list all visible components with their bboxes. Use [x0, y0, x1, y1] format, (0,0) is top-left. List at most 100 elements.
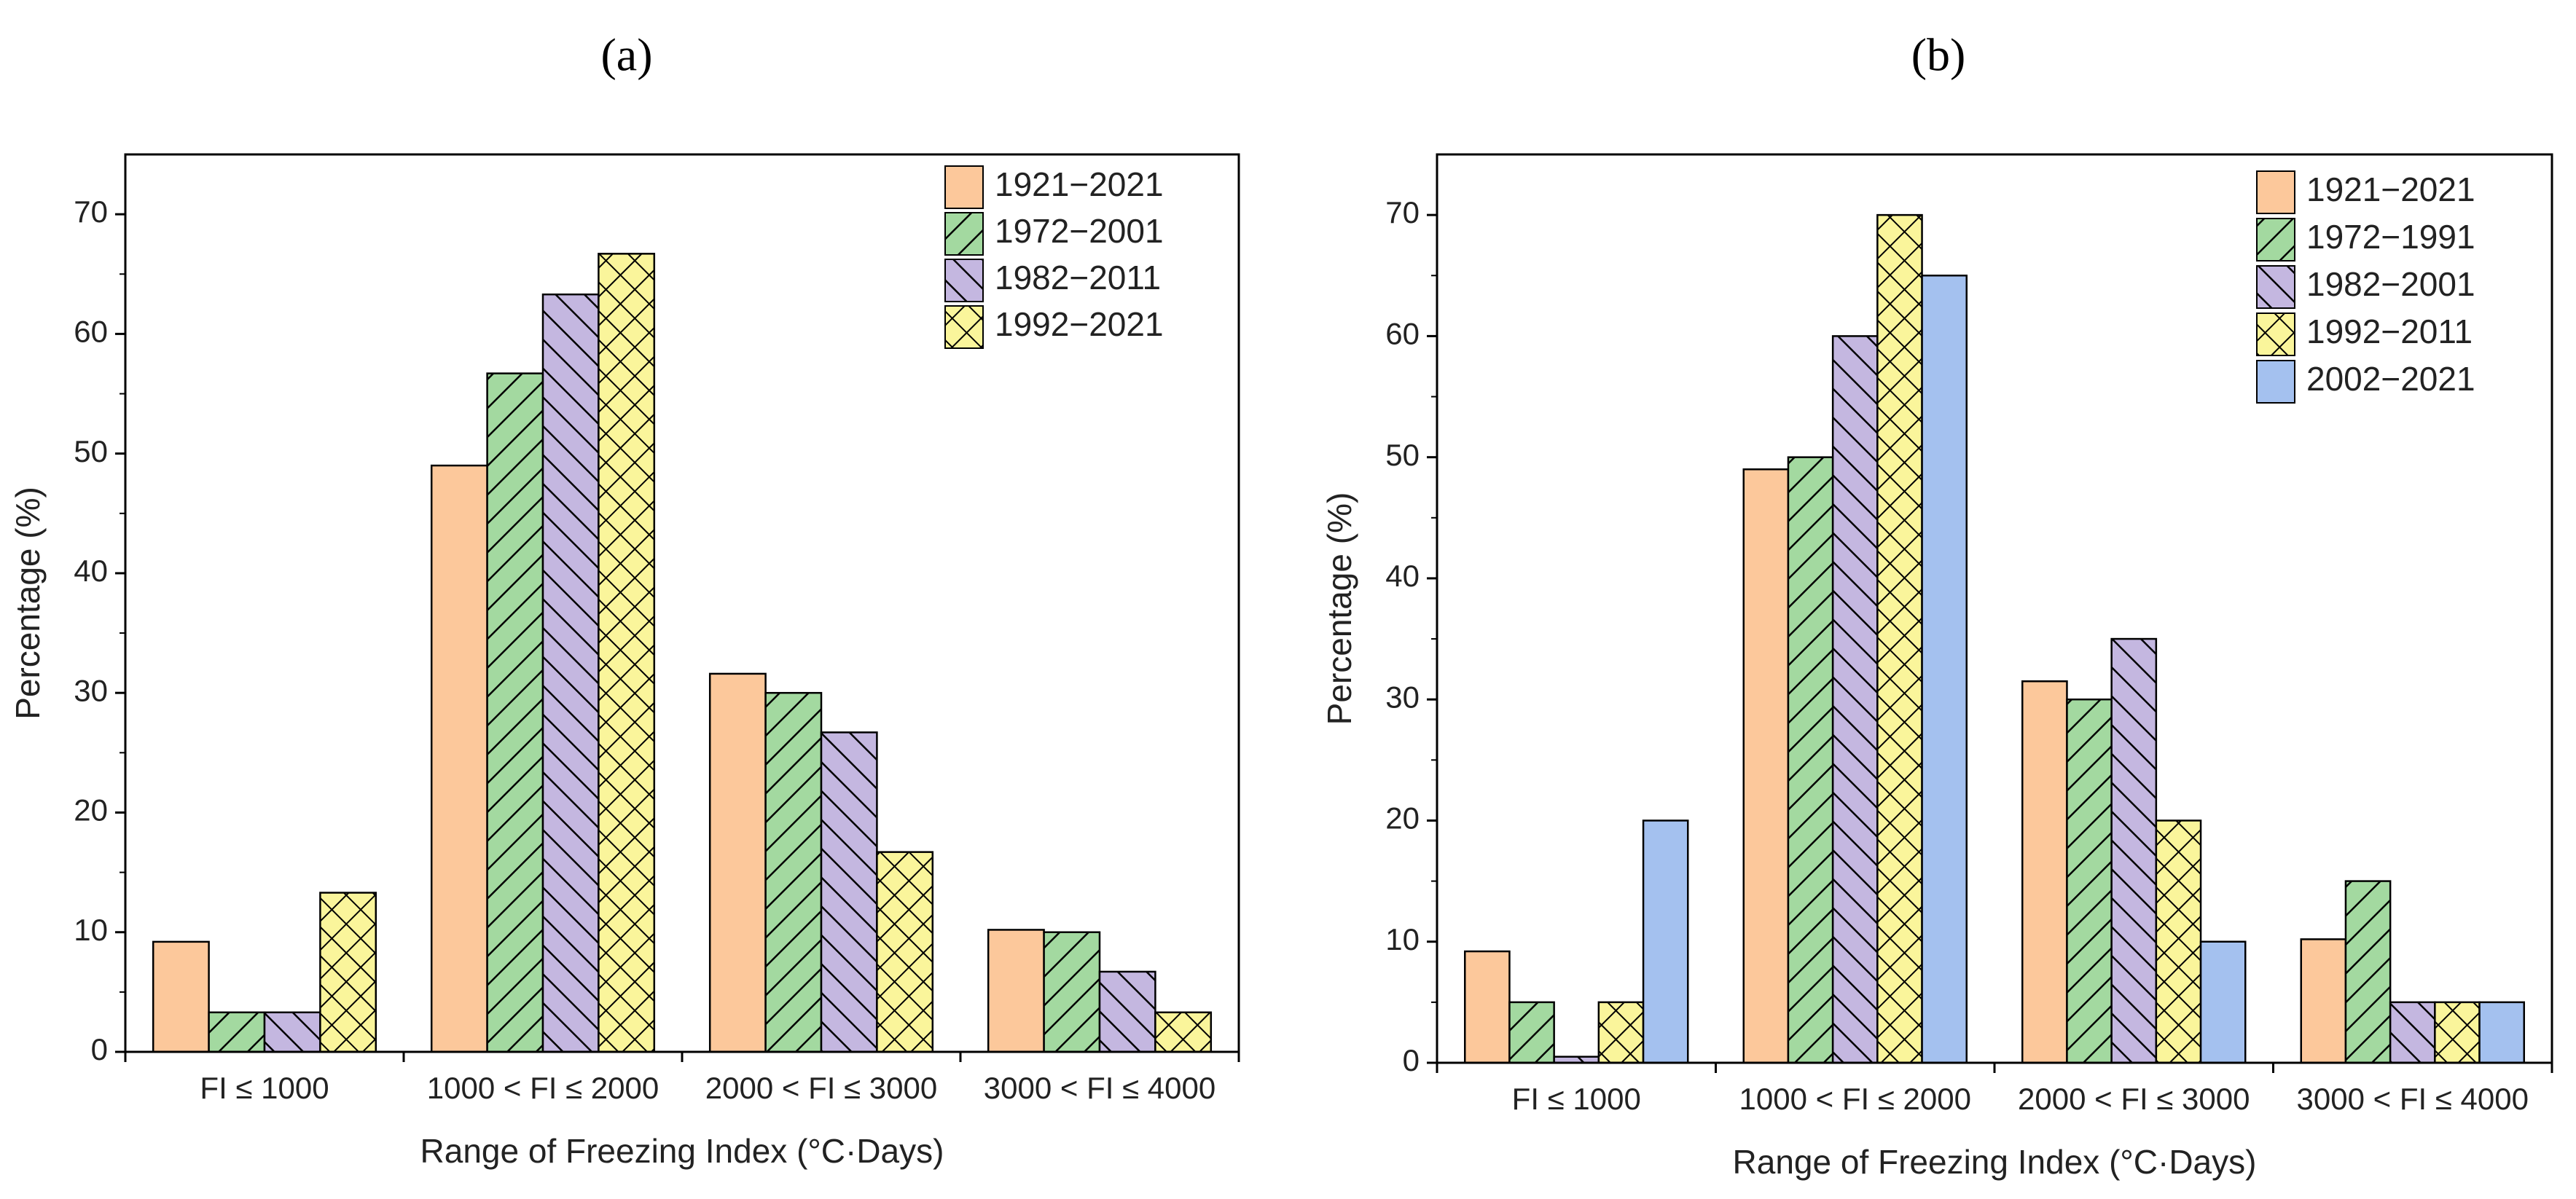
bar-hatch	[1509, 1002, 1554, 1063]
x-tick-label: FI ≤ 1000	[1512, 1082, 1641, 1116]
bar-fill	[2301, 939, 2346, 1063]
bar-hatch	[2390, 1002, 2435, 1063]
bar-hatch	[2111, 639, 2156, 1063]
y-tick-label: 60	[1385, 316, 1420, 350]
legend-swatch-hatch	[945, 259, 983, 302]
legend-swatch-outline	[2256, 218, 2295, 262]
x-tick-label: 1000 < FI ≤ 2000	[427, 1071, 659, 1105]
legend-label: 1992−2021	[995, 305, 1164, 343]
bar-2002-2021-cat3	[2199, 940, 2247, 1064]
x-tick-label: 2000 < FI ≤ 3000	[2018, 1082, 2250, 1116]
legend-swatch-outline	[944, 165, 984, 209]
y-tick-label: 70	[74, 194, 108, 229]
bar-1921-2021-cat1	[1464, 950, 1511, 1064]
legend-swatch-outline	[944, 259, 984, 302]
bar-1921-2021-cat3	[708, 672, 767, 1053]
x-tick-label: FI ≤ 1000	[200, 1071, 329, 1105]
panel-label: (b)	[1911, 29, 1966, 81]
bar-1972-1991-cat4	[2344, 880, 2392, 1064]
legend-swatch-hatch	[945, 306, 983, 348]
legend-item-1982-2001: 1982−2001	[2256, 265, 2475, 309]
legend-label: 1992−2011	[2306, 312, 2473, 350]
bar-hatch	[208, 1012, 265, 1052]
bar-fill	[1922, 275, 1967, 1064]
legend-swatch-hatch	[2257, 266, 2295, 308]
bar-fill	[431, 465, 488, 1052]
x-tick-label: 1000 < FI ≤ 2000	[1739, 1082, 1971, 1116]
legend-item-2002-2021: 2002−2021	[2256, 360, 2475, 404]
legend: 1921−2021 1972−1991 1982−2001 1992−2011 2002…	[2256, 170, 2475, 404]
bar-1982-2011-cat2	[541, 293, 600, 1053]
y-tick-label: 0	[1403, 1043, 1420, 1077]
bar-1992-2021-cat4	[1154, 1011, 1213, 1053]
bar-fill	[2479, 1002, 2524, 1063]
bar-hatch	[1877, 215, 1922, 1064]
y-tick-label: 40	[1385, 559, 1420, 593]
legend-swatch-outline	[2256, 170, 2295, 214]
legend-swatch-hatch	[945, 213, 983, 255]
bar-hatch	[2156, 820, 2201, 1063]
bar-hatch	[543, 294, 599, 1052]
bar-1921-2021-cat3	[2021, 680, 2068, 1064]
bar-1972-1991-cat1	[1508, 1001, 1555, 1064]
y-tick-label: 20	[74, 793, 108, 827]
y-tick-label: 20	[1385, 801, 1420, 836]
bar-hatch	[1044, 932, 1100, 1052]
legend-label: 1972−1991	[2306, 218, 2475, 256]
bar-fill	[1643, 820, 1688, 1063]
legend-swatch-outline	[2256, 265, 2295, 309]
bar-2002-2021-cat4	[2478, 1001, 2526, 1064]
legend-swatch	[945, 166, 983, 208]
y-axis-label: Percentage (%)	[1320, 492, 1358, 726]
bar-1992-2021-cat2	[598, 253, 656, 1053]
bar-2002-2021-cat2	[1921, 275, 1968, 1064]
bar-hatch	[265, 1012, 321, 1052]
legend-swatch-hatch	[2257, 313, 2295, 355]
legend-item-1972-1991: 1972−1991	[2256, 218, 2475, 262]
y-tick-label: 30	[74, 673, 108, 707]
legend-item-1921-2021: 1921−2021	[2256, 170, 2475, 214]
chart-panel-b: (b) 0 10 20 30 40 50 60 70 FI ≤ 1000 1000 < FI ≤ 2…	[1320, 29, 2553, 1181]
bar-fill	[988, 929, 1044, 1052]
y-tick-label: 0	[91, 1032, 108, 1066]
bar-hatch	[1100, 971, 1156, 1052]
legend-item-1982-2011: 1982−2011	[944, 259, 1161, 302]
legend-label: 1982−2011	[995, 259, 1161, 296]
x-axis-label: Range of Freezing Index (°C·Days)	[1733, 1143, 2257, 1181]
bar-fill	[1743, 469, 1788, 1063]
y-tick-label: 60	[74, 314, 108, 348]
bar-1982-2001-cat4	[2389, 1001, 2436, 1064]
legend-item-1992-2011: 1992−2011	[2256, 312, 2473, 356]
legend-swatch-outline	[944, 212, 984, 256]
y-tick-label: 10	[74, 913, 108, 947]
bar-1921-2021-cat4	[987, 929, 1045, 1053]
bar-hatch	[487, 373, 543, 1052]
legend-swatch	[2257, 361, 2295, 403]
bar-1921-2021-cat2	[1742, 468, 1790, 1064]
bar-hatch	[877, 852, 933, 1052]
x-axis-label: Range of Freezing Index (°C·Days)	[420, 1132, 944, 1170]
bar-hatch	[1788, 457, 1833, 1063]
y-axis-label: Percentage (%)	[9, 487, 47, 720]
bar-1992-2011-cat1	[1597, 1001, 1645, 1064]
bar-hatch	[1598, 1002, 1644, 1063]
bar-fill	[1465, 951, 1510, 1063]
y-tick-label: 30	[1385, 680, 1420, 714]
bar-hatch	[598, 253, 654, 1053]
legend-item-1921-2021: 1921−2021	[944, 165, 1164, 209]
bar-hatch	[320, 892, 376, 1052]
legend-label: 1921−2021	[2306, 170, 2475, 208]
bar-1982-2001-cat3	[2110, 637, 2158, 1064]
bar-1992-2011-cat4	[2434, 1001, 2481, 1064]
bar-hatch	[821, 732, 877, 1052]
bar-hatch	[2067, 699, 2112, 1063]
bar-1982-2011-cat3	[820, 731, 878, 1053]
bar-1992-2021-cat1	[319, 892, 377, 1053]
bar-1921-2021-cat4	[2300, 938, 2347, 1064]
legend: 1921−2021 1972−2001 1982−2011 1992−2021	[944, 165, 1164, 349]
bar-fill	[2022, 681, 2067, 1063]
panel-label: (a)	[600, 29, 652, 81]
legend-swatch-hatch	[2257, 219, 2295, 261]
x-tick-label: 3000 < FI ≤ 4000	[2297, 1082, 2529, 1116]
